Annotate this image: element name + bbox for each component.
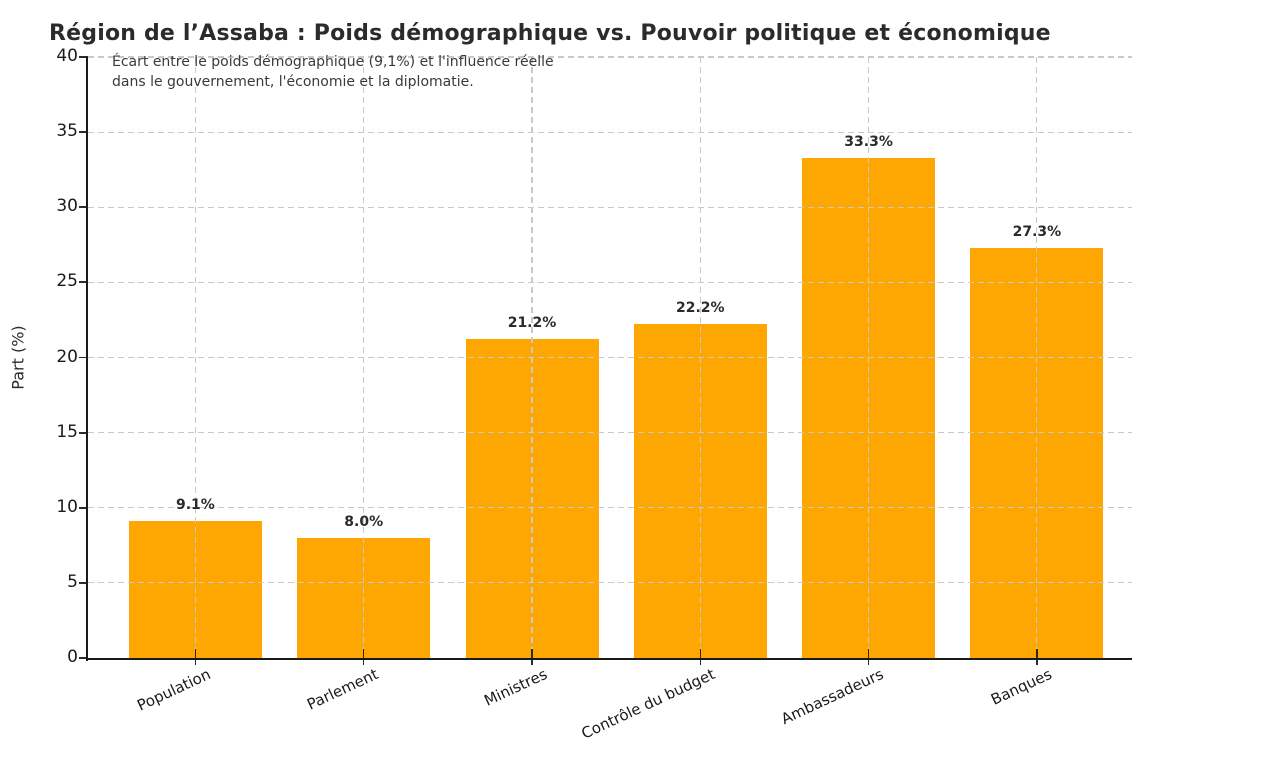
y-tick-label: 15 [56, 421, 78, 442]
y-tick-mark [78, 281, 88, 284]
bar-value-label: 27.3% [1012, 223, 1062, 240]
x-tick-label: Ambassadeurs [778, 665, 887, 729]
y-axis-line [86, 57, 88, 661]
gridline-vertical [1036, 57, 1038, 658]
gridline-horizontal [88, 356, 1132, 359]
y-tick-label: 5 [67, 571, 78, 592]
gridline-horizontal [88, 507, 1132, 509]
y-tick-label: 35 [56, 121, 78, 142]
x-tick-mark-outer [194, 659, 197, 665]
y-tick-mark [78, 356, 88, 359]
bar-value-label: 22.2% [676, 300, 725, 317]
gridline-horizontal [88, 582, 1132, 584]
y-tick-mark [78, 657, 88, 659]
x-tick-mark-outer [867, 659, 870, 665]
y-tick-mark [78, 431, 88, 434]
x-tick-mark-outer [699, 659, 701, 665]
gridline-horizontal [88, 131, 1132, 133]
y-tick-mark [78, 206, 88, 209]
gridline-horizontal [88, 281, 1132, 283]
x-tick-label: Population [133, 665, 214, 715]
y-tick-mark [78, 506, 88, 509]
x-tick-mark-outer [363, 659, 365, 665]
gridline-vertical [699, 57, 701, 658]
x-tick-mark-inner [363, 649, 365, 658]
x-tick-label: Banques [987, 665, 1055, 709]
gridline-horizontal [88, 56, 1132, 58]
y-tick-mark [78, 131, 88, 134]
bar-value-label: 21.2% [507, 315, 557, 332]
x-tick-mark-inner [1036, 649, 1038, 658]
x-axis-line [86, 658, 1132, 660]
chart-title: Région de l’Assaba : Poids démographique… [49, 21, 1051, 46]
gridline-vertical [531, 57, 533, 658]
x-tick-label: Parlement [304, 665, 382, 714]
y-tick-label: 20 [56, 346, 78, 367]
y-tick-label: 25 [56, 271, 78, 292]
x-tick-mark-inner [194, 649, 197, 658]
x-tick-label: Contrôle du budget [578, 665, 718, 743]
gridline-vertical [363, 57, 365, 658]
y-tick-label: 40 [56, 46, 78, 66]
chart-subtitle-line2: dans le gouvernement, l'économie et la d… [112, 74, 474, 90]
y-tick-label: 30 [56, 196, 78, 217]
x-tick-mark-inner [531, 649, 533, 658]
gridline-horizontal [88, 206, 1132, 208]
y-tick-mark [78, 56, 88, 58]
bar-value-label: 8.0% [344, 513, 384, 530]
gridline-vertical [194, 57, 196, 658]
x-tick-mark-outer [1036, 659, 1038, 665]
x-tick-mark-inner [867, 649, 870, 658]
x-tick-mark-outer [531, 659, 533, 665]
gridline-horizontal [88, 432, 1132, 434]
y-tick-label: 0 [67, 647, 78, 667]
x-tick-label: Ministres [480, 665, 550, 710]
chart-subtitle-line1: Écart entre le poids démographique (9,1%… [112, 54, 554, 70]
bar-value-label: 33.3% [844, 133, 893, 150]
y-tick-mark [78, 581, 88, 584]
gridline-vertical [868, 57, 870, 658]
y-tick-label: 10 [56, 496, 78, 517]
x-tick-mark-inner [699, 649, 701, 658]
bar-value-label: 9.1% [175, 497, 215, 514]
chart-subtitle: Écart entre le poids démographique (9,1%… [112, 52, 554, 92]
